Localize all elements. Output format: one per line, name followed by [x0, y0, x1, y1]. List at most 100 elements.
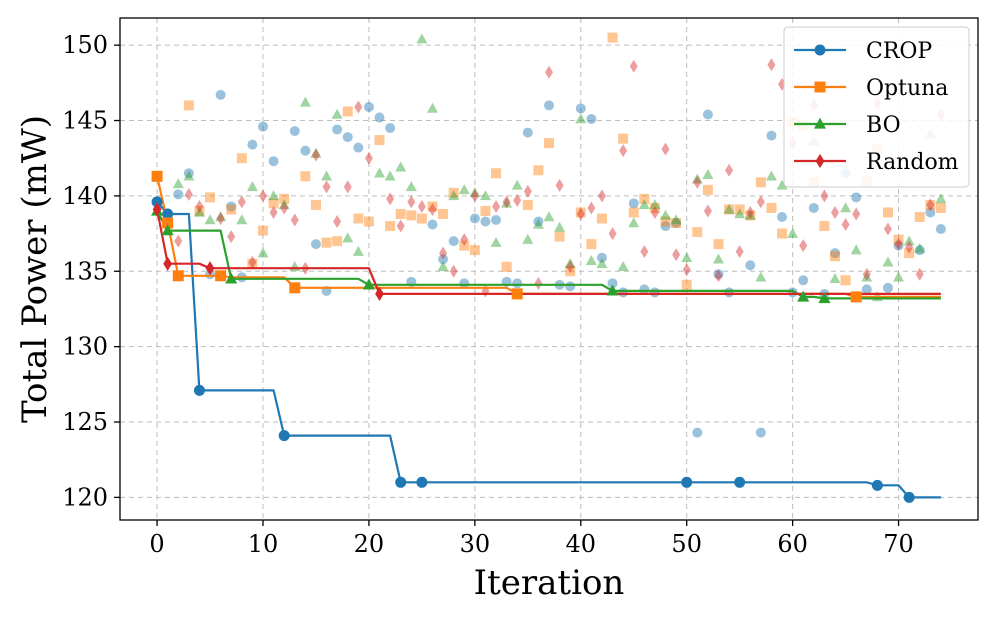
bo-sample-point	[723, 203, 735, 214]
bo-sample-point	[321, 170, 333, 181]
bo-legend-label: BO	[866, 113, 901, 138]
bo-sample-point	[893, 271, 905, 282]
y-tick-label: 130	[62, 333, 108, 361]
optuna-sample-point	[406, 210, 417, 221]
bo-sample-point	[172, 178, 184, 189]
random-sample-point	[735, 245, 744, 259]
optuna-sample-point	[268, 198, 279, 209]
y-tick-label: 140	[62, 182, 108, 210]
optuna-sample-point	[544, 138, 554, 149]
crop-sample-point	[183, 168, 194, 179]
random-sample-point	[184, 187, 193, 201]
crop-sample-point	[893, 240, 904, 251]
bo-sample-point	[405, 181, 417, 192]
crop-sample-point	[755, 427, 766, 438]
random-sample-point	[364, 151, 373, 165]
optuna-sample-point	[332, 236, 343, 247]
random-sample-point	[682, 263, 691, 277]
random-sample-point	[799, 239, 808, 253]
random-sample-point	[661, 142, 670, 156]
bo-sample-point	[437, 260, 449, 271]
y-tick-label: 150	[62, 31, 108, 59]
bo-sample-point	[575, 113, 587, 124]
bo-sample-point	[755, 271, 767, 282]
bo-sample-point	[395, 161, 407, 172]
crop-sample-point	[596, 252, 607, 263]
x-tick-label: 60	[777, 530, 808, 558]
optuna-sample-point	[904, 248, 915, 259]
optuna-sample-point	[914, 211, 925, 222]
crop-improvement-marker	[278, 430, 290, 442]
axis-ticks: 0 10 20 30 40 50 60 70 120 125 130 135 140 145 150	[62, 31, 914, 558]
bo-sample-point	[352, 245, 364, 256]
optuna-sample-point	[522, 199, 533, 210]
random-sample-point	[439, 246, 448, 260]
random-sample-point	[259, 189, 267, 203]
random-sample-point	[566, 260, 575, 274]
random-improvement-marker	[205, 261, 215, 276]
random-improvement-marker	[152, 202, 162, 217]
random-sample-point	[841, 218, 850, 232]
optuna-sample-point	[893, 234, 904, 245]
crop-legend-label: CROP	[866, 39, 932, 64]
optuna-sample-point	[554, 231, 565, 242]
crop-sample-point	[438, 254, 449, 265]
legend-box	[783, 26, 970, 188]
bo-sample-point	[850, 244, 862, 255]
optuna-sample-point	[660, 216, 671, 227]
optuna-sample-point	[427, 201, 438, 212]
random-sample-point	[290, 213, 299, 227]
bo-sample-point	[840, 202, 852, 213]
random-sample-point	[831, 205, 839, 219]
optuna-sample-point	[628, 207, 639, 218]
optuna-sample-point	[258, 225, 268, 236]
x-tick-label: 40	[566, 530, 597, 558]
optuna-sample-point	[480, 205, 491, 216]
optuna-sample-point	[607, 32, 618, 43]
random-sample-point	[428, 202, 437, 216]
random-sample-point	[926, 198, 935, 212]
optuna-sample-point	[194, 205, 205, 216]
bo-sample-point	[268, 190, 280, 201]
random-sample-point	[534, 276, 543, 290]
optuna-sample-point	[236, 153, 247, 164]
bo-sample-point	[374, 167, 386, 178]
crop-improvement-marker	[681, 476, 693, 488]
optuna-sample-point	[183, 100, 194, 111]
random-sample-point	[417, 199, 426, 213]
crop-legend-marker	[814, 44, 826, 56]
bo-sample-point	[236, 214, 248, 225]
crop-sample-point	[914, 245, 925, 256]
crop-improvement-marker	[162, 208, 174, 220]
random-sample-point	[396, 219, 405, 233]
random-sample-point	[597, 189, 606, 203]
plot-frame	[119, 17, 979, 521]
bo-sample-point	[479, 190, 491, 201]
optuna-sample-point	[565, 266, 576, 277]
random-sample-point	[725, 163, 734, 177]
bo-sample-point	[342, 232, 354, 243]
random-sample-point	[470, 189, 479, 203]
optuna-sample-point	[575, 207, 586, 218]
optuna-improvement-marker	[289, 282, 301, 294]
optuna-sample-point	[713, 239, 724, 250]
bo-improvement-marker	[161, 224, 174, 236]
optuna-sample-point	[279, 193, 290, 204]
bo-sample-point	[215, 211, 227, 222]
optuna-sample-point	[491, 168, 502, 179]
crop-sample-point	[766, 130, 777, 141]
random-sample-point	[545, 65, 553, 79]
bo-sample-point	[416, 33, 428, 44]
bo-sample-point	[289, 260, 301, 271]
crop-sample-point	[649, 287, 660, 298]
random-sample-point	[227, 230, 236, 244]
bo-sample-point	[914, 242, 926, 253]
random-sample-point	[820, 189, 829, 203]
optuna-sample-point	[438, 208, 449, 219]
crop-sample-point	[480, 216, 491, 227]
optuna-sample-point	[840, 275, 851, 286]
optuna-improvement-marker	[850, 291, 862, 303]
random-sample-point	[672, 248, 681, 262]
crop-sample-point	[385, 123, 396, 134]
